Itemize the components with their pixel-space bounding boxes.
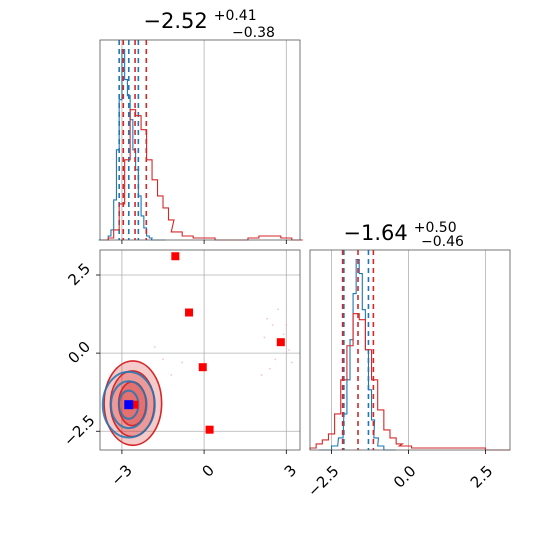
- y-tick-label: 0.0: [64, 338, 94, 368]
- axes-frame: [309, 249, 511, 451]
- histogram-series-0: [319, 258, 397, 451]
- sample-point: [260, 374, 263, 376]
- sample-point: [153, 345, 156, 348]
- axes-frame: [99, 249, 301, 451]
- histogram-series-1: [102, 109, 303, 241]
- sample-point: [277, 308, 279, 311]
- title-param2-lower: −0.46: [421, 234, 464, 250]
- sample-point: [263, 336, 266, 339]
- sample-point: [266, 317, 269, 320]
- red-marker: [205, 425, 214, 434]
- blue-marker: [124, 400, 134, 410]
- axes-frame: [99, 39, 301, 241]
- title-param1: −2.52 +0.41: [143, 8, 256, 33]
- y-tick-label: −2.5: [60, 411, 98, 449]
- red-marker: [185, 308, 194, 317]
- sample-point: [181, 361, 184, 364]
- x-tick-label: 0.0: [390, 462, 420, 492]
- marginal-histogram-param2: −1.64 +0.50 −0.46 −2.5 0.0 2.5: [304, 220, 511, 500]
- joint-distribution-panel: −3 0 3 −2.5 0.0 2.5: [60, 249, 301, 490]
- red-marker: [171, 252, 180, 261]
- sample-point: [290, 361, 293, 364]
- blue-contour-1: [109, 380, 148, 430]
- sample-point: [170, 374, 173, 376]
- title-param1-lower: −0.38: [232, 25, 275, 41]
- x-tick-label: 3: [281, 461, 300, 480]
- x-tick-label: −3: [107, 461, 135, 489]
- sample-point: [271, 324, 274, 326]
- y-tick-label: 2.5: [64, 259, 94, 289]
- sample-point: [268, 367, 271, 370]
- histogram-series-0: [98, 48, 166, 241]
- sample-point: [288, 349, 290, 351]
- sample-point: [285, 324, 288, 326]
- sample-point: [274, 358, 277, 361]
- title-param2: −1.64 +0.50: [343, 220, 456, 245]
- blue-contour-0: [101, 370, 156, 439]
- marginal-histogram-param1: −2.52 +0.41 −0.38: [98, 8, 303, 244]
- sample-point: [162, 358, 164, 361]
- sample-point: [282, 333, 285, 336]
- red-marker: [198, 363, 207, 372]
- histogram-series-1: [309, 313, 510, 451]
- x-tick-label: 2.5: [467, 462, 497, 492]
- x-tick-label: −2.5: [304, 462, 342, 500]
- red-marker: [130, 400, 139, 409]
- red-marker: [276, 338, 285, 347]
- blue-contour-2: [118, 389, 140, 420]
- x-tick-label: 0: [199, 461, 218, 480]
